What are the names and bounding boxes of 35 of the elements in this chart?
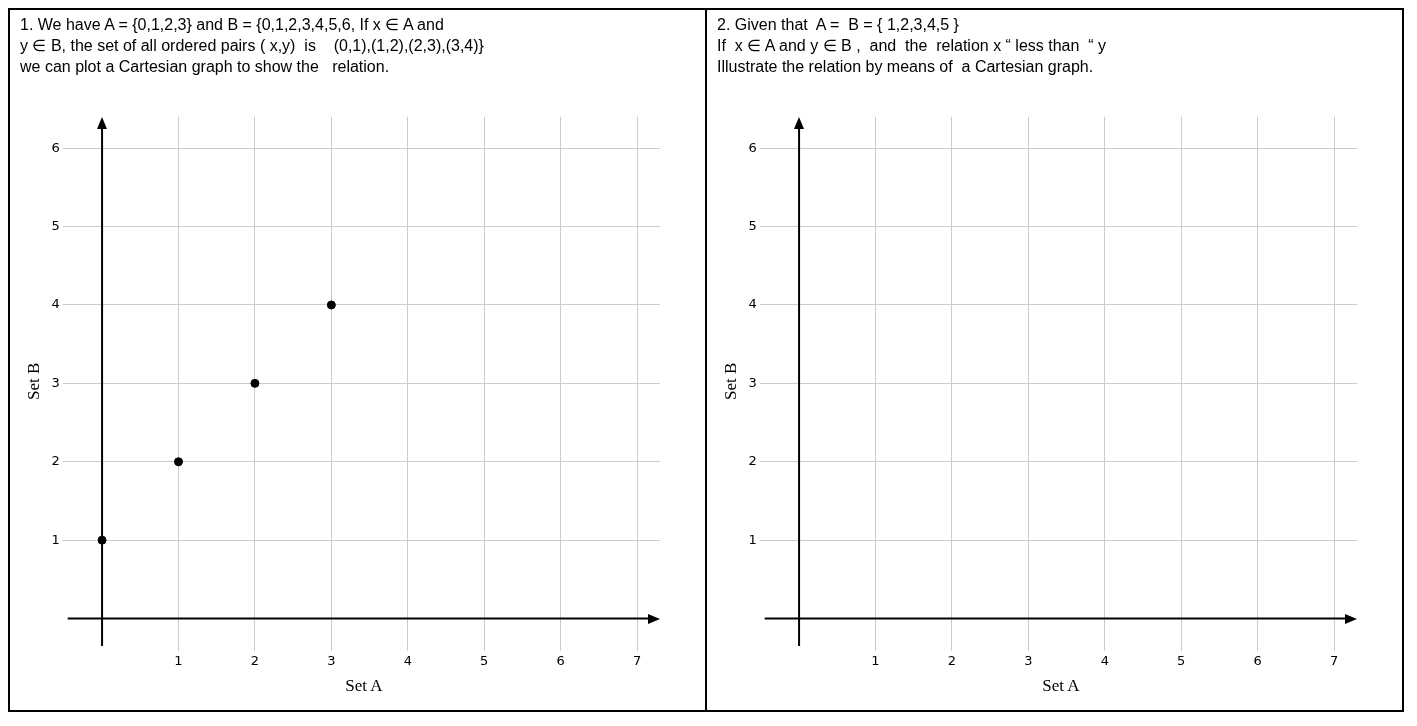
- y-tick-label: 1: [748, 531, 757, 547]
- x-tick-label: 5: [480, 653, 489, 669]
- x-tick-label: 7: [632, 653, 642, 669]
- y-tick-label: 3: [51, 374, 60, 390]
- x-axis-title: Set A: [1042, 676, 1081, 696]
- x-tick-label: 4: [403, 653, 412, 669]
- y-tick-label: 4: [51, 296, 60, 312]
- y-tick-label: 2: [748, 453, 757, 469]
- x-tick-label: 2: [947, 653, 957, 669]
- y-tick-label: 1: [51, 531, 60, 547]
- x-tick-label: 2: [250, 653, 260, 669]
- x-tick-label: 4: [1100, 653, 1109, 669]
- x-tick-label: 6: [1253, 653, 1262, 669]
- y-tick-label: 4: [748, 296, 757, 312]
- x-tick-label: 6: [556, 653, 565, 669]
- y-tick-label: 3: [748, 374, 757, 390]
- x-tick-label: 7: [1329, 653, 1339, 669]
- point: [173, 457, 183, 467]
- y-tick-label: 2: [51, 453, 60, 469]
- x-axis-title: Set A: [345, 676, 384, 696]
- x-tick-label: 5: [1177, 653, 1186, 669]
- chart-title: 1. We have A = {0,1,2,3} and B = {0,1,2,3,4,5,6, If x ∈ A and y ∈ B, the set of all ordered pairs ( x,y) is (0,1),(1,2),(2,3),(3,4)} we can plot a Cartesian graph to show the relation.: [20, 15, 485, 77]
- y-tick-label: 6: [51, 139, 60, 155]
- x-tick-label: 1: [174, 653, 183, 669]
- y-axis-title: Set B: [23, 362, 43, 401]
- x-tick-label: 1: [871, 653, 880, 669]
- chart-title: 2. Given that A = B = { 1,2,3,4,5 } If x ∈ A and y ∈ B , and the relation x “ less than “ y Illustrate the relation by means of a Cartesian graph.: [717, 15, 1108, 77]
- y-tick-label: 5: [51, 217, 60, 233]
- y-axis-title: Set B: [720, 362, 740, 401]
- x-tick-label: 3: [327, 653, 336, 669]
- point: [326, 300, 336, 310]
- x-tick-label: 3: [1024, 653, 1033, 669]
- y-tick-label: 6: [748, 139, 757, 155]
- y-tick-label: 5: [748, 217, 757, 233]
- point: [250, 378, 260, 388]
